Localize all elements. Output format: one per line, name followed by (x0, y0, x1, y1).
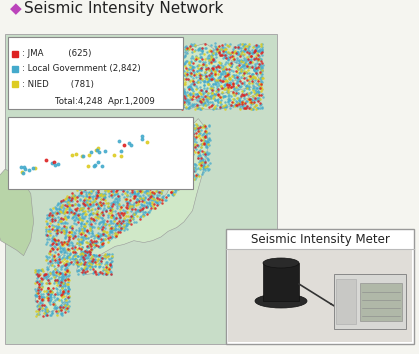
Text: Total:4,248  Apr.1,2009: Total:4,248 Apr.1,2009 (55, 97, 155, 107)
Ellipse shape (263, 258, 299, 268)
Bar (334, 274, 406, 329)
Bar (8, 37, 183, 109)
Polygon shape (35, 274, 70, 312)
Bar (263, 263, 299, 301)
Polygon shape (48, 119, 208, 278)
Text: ◆: ◆ (10, 1, 22, 17)
Polygon shape (77, 254, 112, 274)
Bar (360, 283, 402, 321)
Text: : JMA         (625): : JMA (625) (22, 50, 91, 58)
Polygon shape (0, 169, 34, 256)
Bar (228, 249, 412, 342)
Polygon shape (177, 44, 263, 109)
Bar (8, 117, 193, 189)
Text: Seismic Intensity Network: Seismic Intensity Network (24, 1, 223, 17)
Text: : NIED        (781): : NIED (781) (22, 80, 94, 88)
Bar (336, 279, 356, 324)
Text: Seismic Intensity Meter: Seismic Intensity Meter (251, 233, 389, 246)
Ellipse shape (255, 294, 307, 308)
Bar (5, 34, 277, 344)
Bar (226, 229, 414, 344)
Text: : Local Government (2,842): : Local Government (2,842) (22, 64, 141, 74)
